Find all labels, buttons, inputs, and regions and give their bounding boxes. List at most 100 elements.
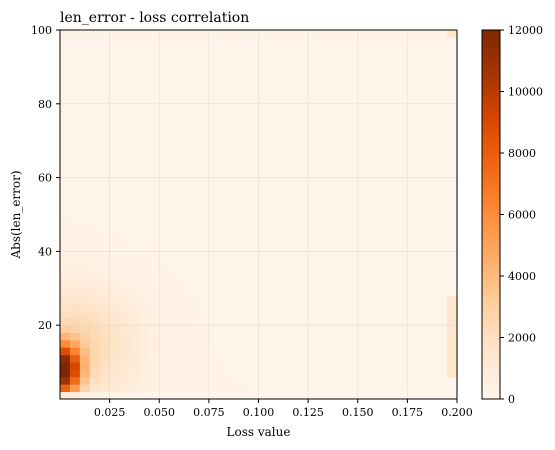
- heatmap-cell: [238, 339, 249, 348]
- heatmap-cell: [327, 362, 339, 370]
- heatmap-cell: [228, 52, 240, 60]
- heatmap-cell: [218, 162, 230, 171]
- heatmap-cell: [407, 184, 418, 193]
- heatmap-cell: [228, 89, 240, 97]
- heatmap-cell: [60, 44, 71, 53]
- heatmap-cell: [347, 266, 359, 274]
- heatmap-cell: [238, 170, 249, 178]
- heatmap-cell: [437, 111, 448, 119]
- heatmap-cell: [367, 317, 379, 326]
- heatmap-cell: [427, 273, 438, 282]
- heatmap-cell: [417, 214, 428, 223]
- heatmap-cell: [109, 177, 120, 186]
- heatmap-cell: [447, 103, 458, 112]
- heatmap-cell: [228, 229, 240, 238]
- heatmap-cell: [347, 103, 359, 112]
- heatmap-cell: [119, 273, 130, 282]
- heatmap-cell: [89, 133, 101, 142]
- heatmap-cell: [89, 103, 101, 112]
- heatmap-cell: [79, 170, 91, 178]
- heatmap-cell: [447, 221, 458, 230]
- heatmap-cell: [278, 369, 289, 378]
- heatmap-cell: [60, 325, 71, 333]
- heatmap-cell: [169, 74, 180, 83]
- heatmap-cell: [327, 81, 339, 90]
- heatmap-cell: [189, 266, 200, 274]
- heatmap-cell: [159, 221, 170, 230]
- heatmap-cell: [189, 295, 200, 304]
- heatmap-cell: [407, 44, 418, 53]
- heatmap-cell: [298, 125, 309, 134]
- heatmap-cell: [159, 37, 170, 46]
- heatmap-cell: [129, 177, 140, 186]
- heatmap-cell: [159, 317, 170, 326]
- heatmap-cell: [169, 133, 180, 142]
- heatmap-cell: [367, 30, 379, 38]
- heatmap-cell: [208, 207, 220, 215]
- heatmap-cell: [60, 170, 71, 178]
- heatmap-cell: [407, 362, 418, 370]
- heatmap-cell: [347, 37, 359, 46]
- heatmap-cell: [218, 170, 230, 178]
- heatmap-cell: [139, 59, 150, 68]
- heatmap-cell: [189, 207, 200, 215]
- heatmap-cell: [228, 339, 240, 348]
- heatmap-cell: [397, 199, 408, 208]
- heatmap-cell: [318, 148, 329, 156]
- heatmap-cell: [169, 221, 180, 230]
- heatmap-cell: [258, 66, 269, 75]
- heatmap-cell: [357, 303, 369, 311]
- heatmap-cell: [347, 96, 359, 105]
- heatmap-cell: [109, 288, 120, 297]
- heatmap-cell: [69, 59, 81, 68]
- heatmap-cell: [109, 310, 120, 319]
- heatmap-cell: [417, 347, 428, 356]
- heatmap-cell: [447, 177, 458, 186]
- heatmap-cell: [238, 288, 249, 297]
- heatmap-cell: [89, 148, 101, 156]
- heatmap-cell: [347, 140, 359, 149]
- heatmap-cell: [149, 81, 160, 90]
- heatmap-cell: [308, 303, 319, 311]
- heatmap-cell: [129, 44, 140, 53]
- heatmap-cell: [298, 332, 309, 341]
- heatmap-cell: [337, 52, 349, 60]
- heatmap-cell: [79, 37, 91, 46]
- heatmap-cell: [347, 52, 359, 60]
- heatmap-cell: [149, 376, 160, 385]
- heatmap-cell: [397, 369, 408, 378]
- heatmap-cell: [159, 229, 170, 238]
- heatmap-cell: [129, 162, 140, 171]
- heatmap-cell: [139, 280, 150, 289]
- heatmap-cell: [417, 81, 428, 90]
- heatmap-cell: [179, 221, 190, 230]
- heatmap-cell: [218, 111, 230, 119]
- heatmap-cell: [447, 30, 458, 38]
- heatmap-cell: [169, 303, 180, 311]
- heatmap-cell: [139, 354, 150, 363]
- heatmap-cell: [149, 148, 160, 156]
- heatmap-cell: [169, 162, 180, 171]
- heatmap-cell: [367, 391, 379, 400]
- heatmap-cell: [337, 74, 349, 83]
- heatmap-cell: [377, 273, 388, 282]
- heatmap-cell: [60, 59, 71, 68]
- heatmap-cell: [357, 369, 369, 378]
- heatmap-cell: [347, 170, 359, 178]
- heatmap-cell: [288, 52, 299, 60]
- heatmap-cell: [298, 37, 309, 46]
- heatmap-cell: [189, 162, 200, 171]
- heatmap-cell: [139, 177, 150, 186]
- heatmap-cell: [169, 96, 180, 105]
- heatmap-cell: [79, 192, 91, 201]
- heatmap-cell: [179, 258, 190, 267]
- heatmap-cell: [159, 96, 170, 105]
- heatmap-cell: [318, 369, 329, 378]
- heatmap-cell: [179, 244, 190, 252]
- heatmap-cell: [387, 288, 398, 297]
- heatmap-cell: [79, 133, 91, 142]
- heatmap-cell: [179, 184, 190, 193]
- heatmap-cell: [278, 148, 289, 156]
- heatmap-cell: [377, 118, 388, 127]
- heatmap-cell: [387, 310, 398, 319]
